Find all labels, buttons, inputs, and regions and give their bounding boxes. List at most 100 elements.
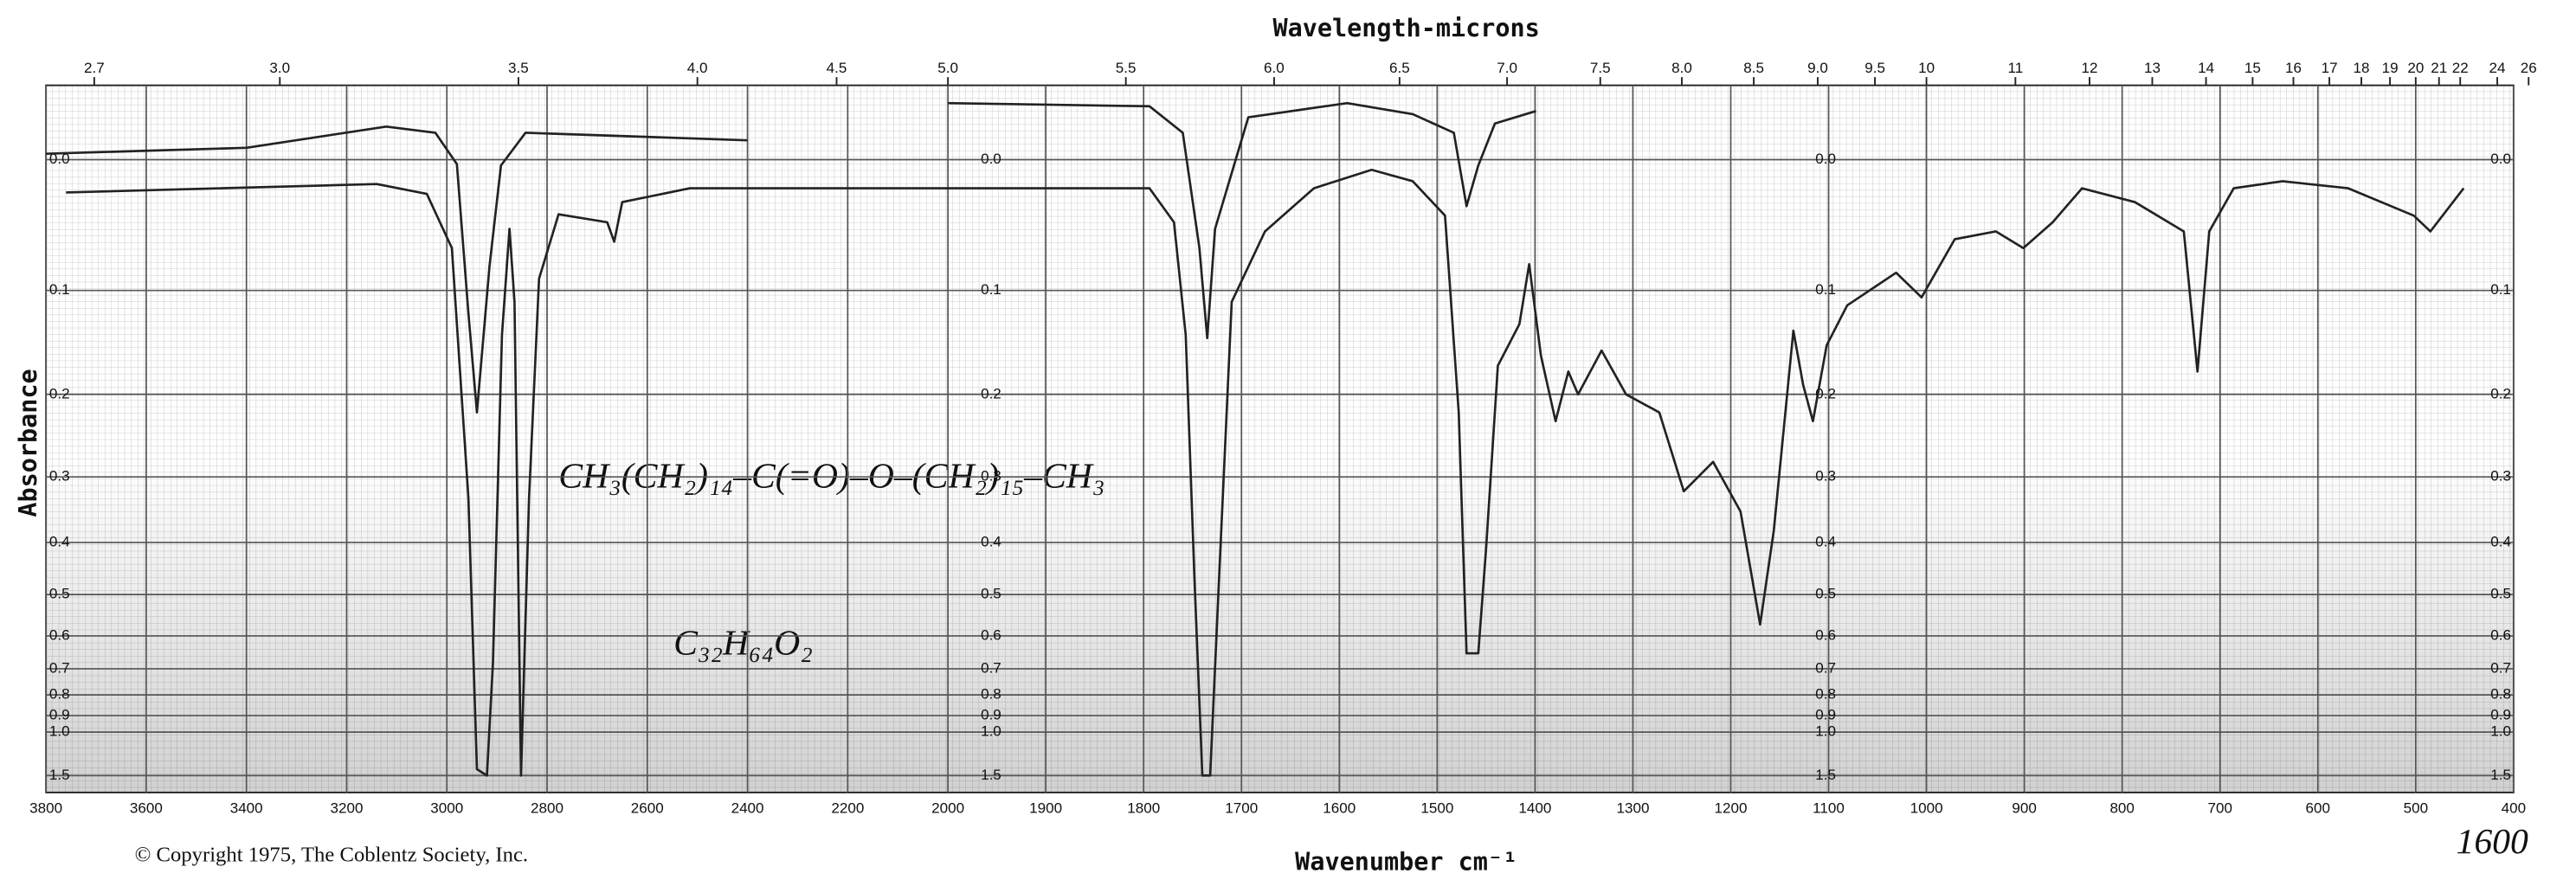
y-axis-title: Absorbance xyxy=(14,369,42,517)
x-tick-label: 400 xyxy=(2502,799,2526,816)
y-tick-label: 0.9 xyxy=(49,707,70,723)
x-tick-label: 500 xyxy=(2404,799,2428,816)
x-tick-label: 1000 xyxy=(1910,799,1943,816)
x2-tick-label: 11 xyxy=(2008,60,2024,76)
y-tick-label: 0.0 xyxy=(49,151,70,167)
y-tick-label: 0.6 xyxy=(1815,626,1836,643)
y-tick-label: 0.8 xyxy=(2490,686,2511,703)
x2-tick-label: 3.5 xyxy=(508,60,529,76)
x-tick-label: 3000 xyxy=(430,799,463,816)
x-tick-label: 1200 xyxy=(1715,799,1748,816)
y-tick-label: 0.7 xyxy=(2490,659,2511,676)
y-tick-label: 0.7 xyxy=(49,659,70,676)
x-tick-label: 800 xyxy=(2109,799,2134,816)
x2-tick-label: 8.5 xyxy=(1743,60,1764,76)
x2-tick-label: 17 xyxy=(2322,60,2338,76)
y-tick-label: 1.0 xyxy=(49,723,70,740)
y-tick-label: 0.8 xyxy=(1815,686,1836,703)
y-tick-label: 0.1 xyxy=(49,281,70,298)
annotation: 1600 xyxy=(2456,822,2528,862)
y-tick-label: 1.0 xyxy=(2490,723,2511,740)
y-tick-label: 0.6 xyxy=(49,626,70,643)
y-tick-label: 0.1 xyxy=(981,281,1001,298)
x-tick-label: 2800 xyxy=(531,799,564,816)
y-tick-label: 0.7 xyxy=(981,659,1001,676)
annotation: CH₃(CH₂)₁₄–C(=O)–O–(CH₂)₁₅–CH₃ xyxy=(558,456,1104,496)
y-tick-label: 1.5 xyxy=(981,767,1001,783)
x-tick-label: 1400 xyxy=(1518,799,1551,816)
y-tick-label: 0.2 xyxy=(1815,385,1836,401)
x2-tick-label: 9.0 xyxy=(1807,60,1828,76)
y-tick-label: 0.5 xyxy=(981,586,1001,602)
x2-tick-label: 19 xyxy=(2382,60,2399,76)
x2-tick-label: 22 xyxy=(2452,60,2469,76)
y-tick-label: 0.1 xyxy=(2490,281,2511,298)
x-tick-label: 3600 xyxy=(130,799,163,816)
chart-title: Wavelength-microns xyxy=(1272,14,1539,42)
annotation: C₃₂H₆₄O₂ xyxy=(673,624,813,664)
x2-tick-label: 6.5 xyxy=(1389,60,1410,76)
x-tick-label: 3400 xyxy=(230,799,263,816)
x2-tick-label: 14 xyxy=(2198,60,2214,76)
x2-tick-label: 26 xyxy=(2521,60,2537,76)
spectrum-line xyxy=(66,168,2465,777)
y-tick-label: 0.0 xyxy=(2490,151,2511,167)
x2-tick-label: 4.5 xyxy=(827,60,847,76)
x-tick-label: 1900 xyxy=(1029,799,1062,816)
x2-tick-label: 13 xyxy=(2144,60,2161,76)
x-tick-label: 2000 xyxy=(931,799,964,816)
y-tick-label: 0.0 xyxy=(1815,151,1836,167)
y-tick-label: 0.8 xyxy=(981,686,1001,703)
x-tick-label: 2400 xyxy=(731,799,764,816)
y-tick-label: 1.5 xyxy=(1815,767,1836,783)
y-tick-label: 0.6 xyxy=(2490,626,2511,643)
x2-tick-label: 20 xyxy=(2407,60,2424,76)
x-tick-label: 2600 xyxy=(631,799,664,816)
x-tick-label: 1500 xyxy=(1420,799,1453,816)
x-tick-label: 600 xyxy=(2306,799,2330,816)
x2-tick-label: 3.0 xyxy=(269,60,290,76)
y-tick-label: 0.4 xyxy=(981,533,1001,549)
y-tick-label: 0.9 xyxy=(1815,707,1836,723)
x2-tick-label: 21 xyxy=(2431,60,2447,76)
y-tick-label: 0.3 xyxy=(2490,468,2511,485)
x2-tick-label: 7.5 xyxy=(1590,60,1611,76)
copyright: © Copyright 1975, The Coblentz Society, … xyxy=(135,844,528,867)
x-tick-label: 1600 xyxy=(1323,799,1356,816)
x-tick-label: 900 xyxy=(2012,799,2036,816)
x-tick-label: 1700 xyxy=(1225,799,1258,816)
y-tick-label: 1.0 xyxy=(981,723,1001,740)
x2-tick-label: 8.0 xyxy=(1671,60,1692,76)
y-tick-label: 0.5 xyxy=(1815,586,1836,602)
y-tick-label: 0.1 xyxy=(1815,281,1836,298)
x2-tick-label: 6.0 xyxy=(1264,60,1285,76)
x2-tick-label: 7.0 xyxy=(1497,60,1517,76)
x-tick-label: 1100 xyxy=(1813,799,1845,816)
x2-tick-label: 15 xyxy=(2244,60,2261,76)
scan-shade xyxy=(46,459,2514,793)
x2-tick-label: 2.7 xyxy=(84,60,105,76)
x2-tick-label: 16 xyxy=(2285,60,2302,76)
y-tick-label: 0.7 xyxy=(1815,659,1836,676)
x-tick-label: 3200 xyxy=(330,799,363,816)
x-axis-title: Wavenumber cm⁻¹ xyxy=(1295,847,1517,876)
spectrum-line xyxy=(46,125,748,414)
y-tick-label: 0.3 xyxy=(1815,468,1836,485)
x-tick-label: 700 xyxy=(2207,799,2231,816)
y-tick-label: 0.2 xyxy=(49,385,70,401)
y-tick-label: 1.5 xyxy=(49,767,70,783)
spectrum-line xyxy=(948,101,1536,340)
y-tick-label: 0.0 xyxy=(981,151,1001,167)
x2-tick-label: 18 xyxy=(2354,60,2370,76)
y-tick-label: 0.5 xyxy=(2490,586,2511,602)
y-tick-label: 0.9 xyxy=(2490,707,2511,723)
y-tick-label: 0.5 xyxy=(49,586,70,602)
x2-tick-label: 24 xyxy=(2489,60,2506,76)
y-tick-label: 0.4 xyxy=(49,533,70,549)
x-tick-label: 3800 xyxy=(29,799,62,816)
x2-tick-label: 10 xyxy=(1918,60,1935,76)
y-tick-label: 0.4 xyxy=(1815,533,1836,549)
y-tick-label: 0.6 xyxy=(981,626,1001,643)
y-tick-label: 1.0 xyxy=(1815,723,1836,740)
